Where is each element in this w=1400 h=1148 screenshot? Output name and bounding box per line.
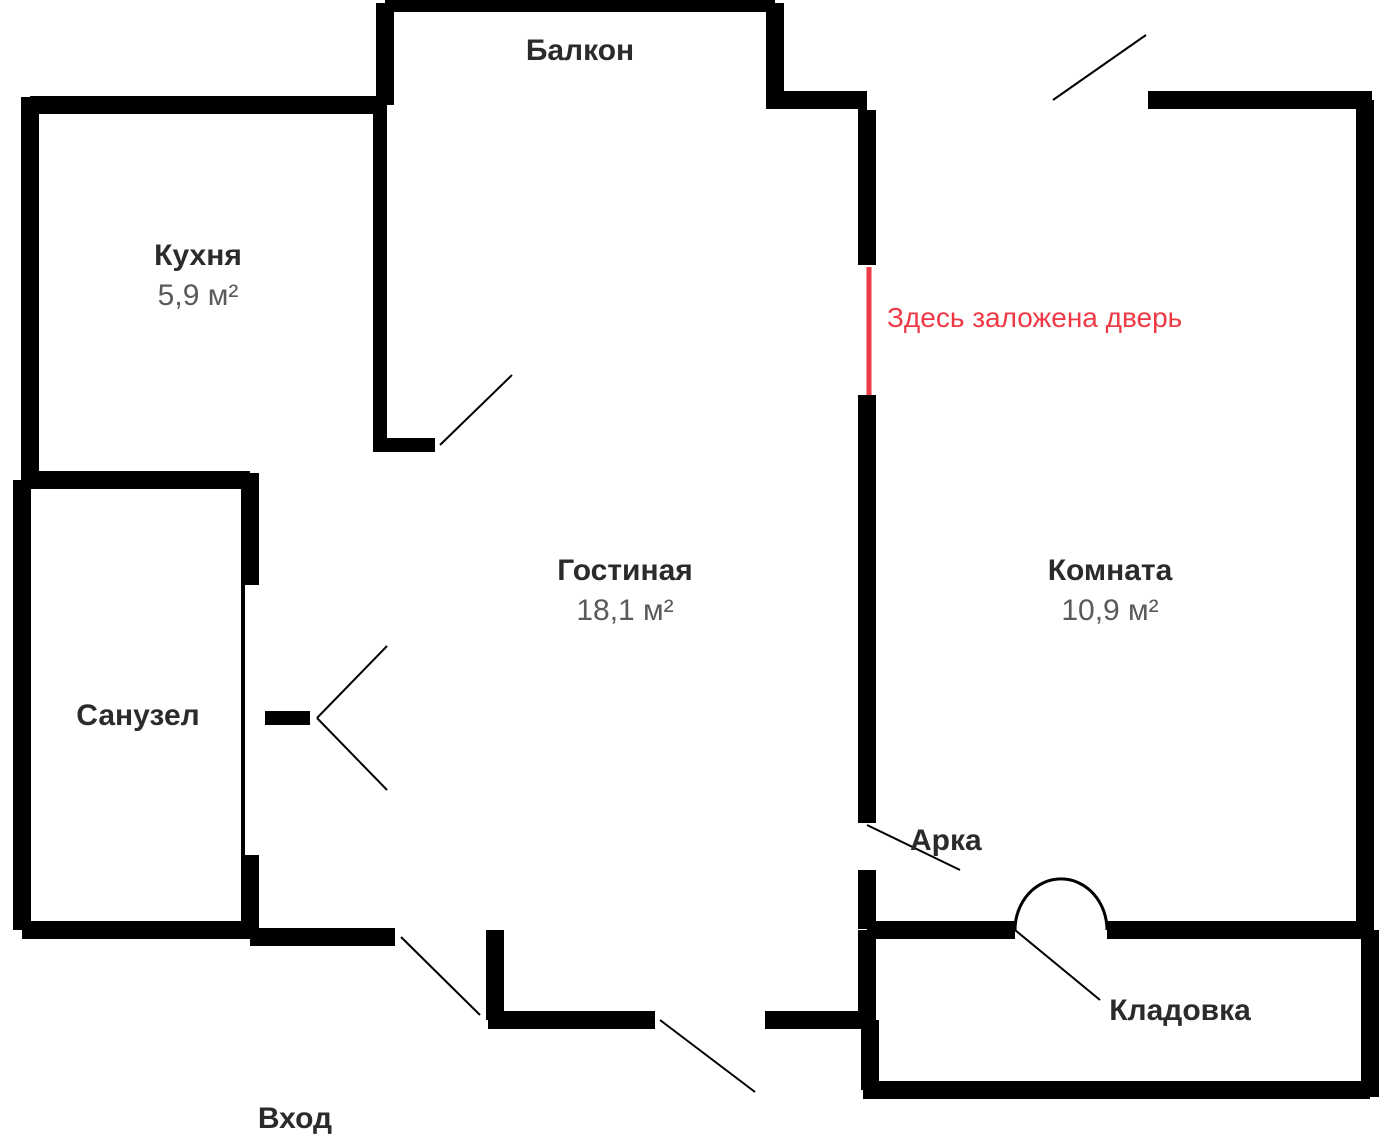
room-name-storage: Кладовка	[1109, 994, 1251, 1027]
room-name-living: Гостиная	[557, 554, 693, 587]
room-area-kitchen: 5,9 м²	[158, 279, 239, 312]
blocked-door-annotation: Здесь заложена дверь	[887, 302, 1182, 333]
room-area-living: 18,1 м²	[576, 594, 673, 627]
room-name-kitchen: Кухня	[154, 239, 242, 272]
room-name-entrance: Вход	[258, 1102, 332, 1135]
label-arch_label: Арка	[910, 824, 982, 857]
room-area-room: 10,9 м²	[1061, 594, 1158, 627]
canvas-bg	[0, 0, 1400, 1148]
room-name-balcony: Балкон	[526, 34, 634, 67]
room-name-bathroom: Санузел	[76, 699, 199, 732]
room-name-room: Комната	[1048, 554, 1173, 587]
